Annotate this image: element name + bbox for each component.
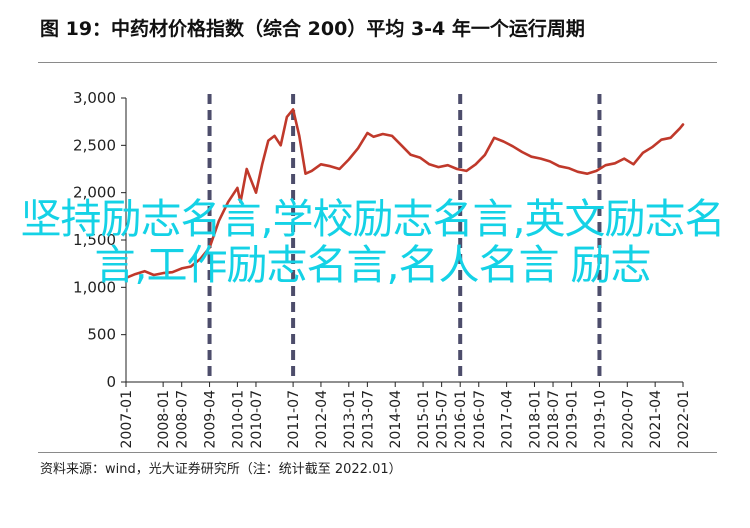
x-tick-label: 2018-01 [527,390,543,449]
x-tick-label: 2021-04 [648,390,664,449]
y-tick-label: 2,500 [73,136,116,154]
x-tick-label: 2020-07 [620,390,636,449]
x-tick-label: 2010-07 [249,390,265,449]
y-tick-label: 0 [106,373,116,391]
x-tick-label: 2013-07 [360,390,376,449]
figure-title: 图 19：中药材价格指数（综合 200）平均 3-4 年一个运行周期 [40,18,585,40]
source-note: 资料来源：wind，光大证券研究所（注：统计截至 2022.01） [40,462,402,477]
x-tick-label: 2014-04 [388,390,404,449]
x-tick-label: 2015-07 [435,390,451,449]
x-tick-label: 2011-07 [286,390,302,449]
y-tick-label: 500 [87,326,116,344]
x-tick-label: 2009-04 [203,390,219,449]
top-rule [38,62,717,63]
y-tick-label: 3,000 [73,89,116,107]
x-tick-label: 2012-04 [314,390,330,449]
x-tick-label: 2007-01 [119,390,135,449]
series-line [124,108,685,280]
x-tick-label: 2019-01 [565,390,581,449]
y-tick-label: 1,000 [73,278,116,296]
x-tick-label: 2016-01 [453,390,469,449]
x-tick-label: 2015-01 [416,390,432,449]
x-tick-label: 2019-10 [592,390,608,449]
y-tick-label: 2,000 [73,184,116,202]
x-tick-label: 2008-01 [156,390,172,449]
bottom-rule [38,452,717,453]
y-tick-label: 1,500 [73,231,116,249]
x-tick-label: 2017-04 [500,390,516,449]
x-tick-label: 2022-01 [676,390,692,449]
x-tick-label: 2008-07 [175,390,191,449]
x-tick-label: 2016-07 [472,390,488,449]
x-tick-label: 2013-01 [342,390,358,449]
x-tick-label: 2010-01 [230,390,246,449]
x-tick-label: 2018-07 [546,390,562,449]
